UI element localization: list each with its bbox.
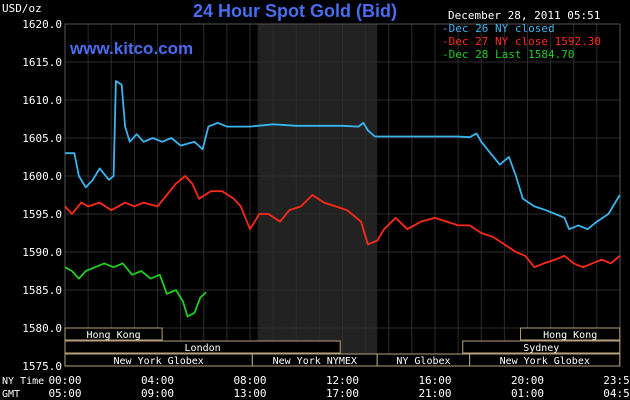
x-tick-label-ny: 04:00 (141, 374, 174, 387)
legend-entry: -Dec 26 NY closed (442, 22, 555, 35)
session-ny-globex-left: New York Globex (64, 353, 253, 367)
x-tick-label-gmt: 04:59 (603, 387, 630, 400)
svg-text:Sydney: Sydney (523, 343, 559, 354)
svg-text:New York NYMEX: New York NYMEX (273, 356, 357, 367)
svg-text:Hong Kong: Hong Kong (543, 330, 597, 341)
ny-time-label: NY Time (2, 376, 44, 387)
svg-text:New York Globex: New York Globex (500, 356, 590, 367)
x-tick-label-ny: 16:00 (418, 374, 451, 387)
y-tick-label: 1620.0 (22, 18, 62, 31)
chart-grid (64, 23, 621, 367)
session-sydney: Sydney (462, 340, 621, 354)
series-line-2 (64, 175, 621, 269)
series-line-1 (65, 80, 621, 231)
website-link[interactable]: www.kitco.com (69, 39, 193, 58)
session-london: London (64, 340, 341, 354)
x-tick-label-gmt: 17:00 (326, 387, 359, 400)
market-session-bars: Hong Kong London New York Globex New York N… (64, 327, 621, 367)
x-tick-label-gmt: 21:00 (418, 387, 451, 400)
x-tick-label-ny: 08:00 (233, 374, 266, 387)
timestamp: December 28, 2011 05:51 (448, 9, 600, 22)
chart-title: 24 Hour Spot Gold (Bid) (193, 1, 397, 21)
session-hong-kong-right: Hong Kong (520, 327, 621, 341)
gmt-label: GMT (2, 389, 20, 400)
y-tick-label: 1615.0 (22, 56, 62, 69)
y-tick-label: 1590.0 (22, 246, 62, 259)
legend-entry: -Dec 27 NY close 1592.30 (442, 35, 601, 48)
x-tick-label-gmt: 01:00 (511, 387, 544, 400)
y-tick-label: 1595.0 (22, 208, 62, 221)
nymex-session-shade (257, 24, 378, 366)
y-tick-label: 1585.0 (22, 284, 62, 297)
x-tick-label-ny: 12:00 (326, 374, 359, 387)
y-tick-label: 1605.0 (22, 132, 62, 145)
y-tick-label: 1575.0 (22, 360, 62, 373)
x-tick-label-gmt: 13:00 (233, 387, 266, 400)
y-axis-unit-label: USD/oz (2, 2, 42, 15)
chart-legend: -Dec 26 NY closed-Dec 27 NY close 1592.3… (442, 22, 601, 61)
x-axis-tick-labels: 00:00 04:00 08:00 12:00 16:00 20:00 23:59 05:00… (48, 374, 630, 400)
legend-entry: -Dec 28 Last 1584.70 (442, 48, 574, 61)
x-tick-label-ny: 20:00 (511, 374, 544, 387)
x-tick-label-gmt: 05:00 (48, 387, 81, 400)
x-tick-label-ny: 00:00 (48, 374, 81, 387)
x-tick-label-gmt: 09:00 (141, 387, 174, 400)
y-tick-label: 1610.0 (22, 94, 62, 107)
series-line-3 (64, 262, 207, 318)
svg-text:New York Globex: New York Globex (114, 356, 204, 367)
session-ny-globex-right: New York Globex (469, 353, 621, 367)
y-tick-label: 1580.0 (22, 322, 62, 335)
y-axis-tick-labels: 1575.0 1580.0 1585.0 1590.0 1595.0 1600.0 1605… (22, 18, 62, 373)
x-tick-label-ny: 23:59 (603, 374, 630, 387)
session-hong-kong-left: Hong Kong (64, 327, 163, 341)
y-tick-label: 1600.0 (22, 170, 62, 183)
svg-text:NY Globex: NY Globex (396, 356, 450, 367)
session-ny-globex-mid: NY Globex (376, 353, 471, 367)
svg-text:Hong Kong: Hong Kong (86, 330, 140, 341)
svg-text:London: London (185, 343, 221, 354)
price-series-lines (64, 80, 621, 318)
session-ny-nymex: New York NYMEX (251, 353, 378, 367)
